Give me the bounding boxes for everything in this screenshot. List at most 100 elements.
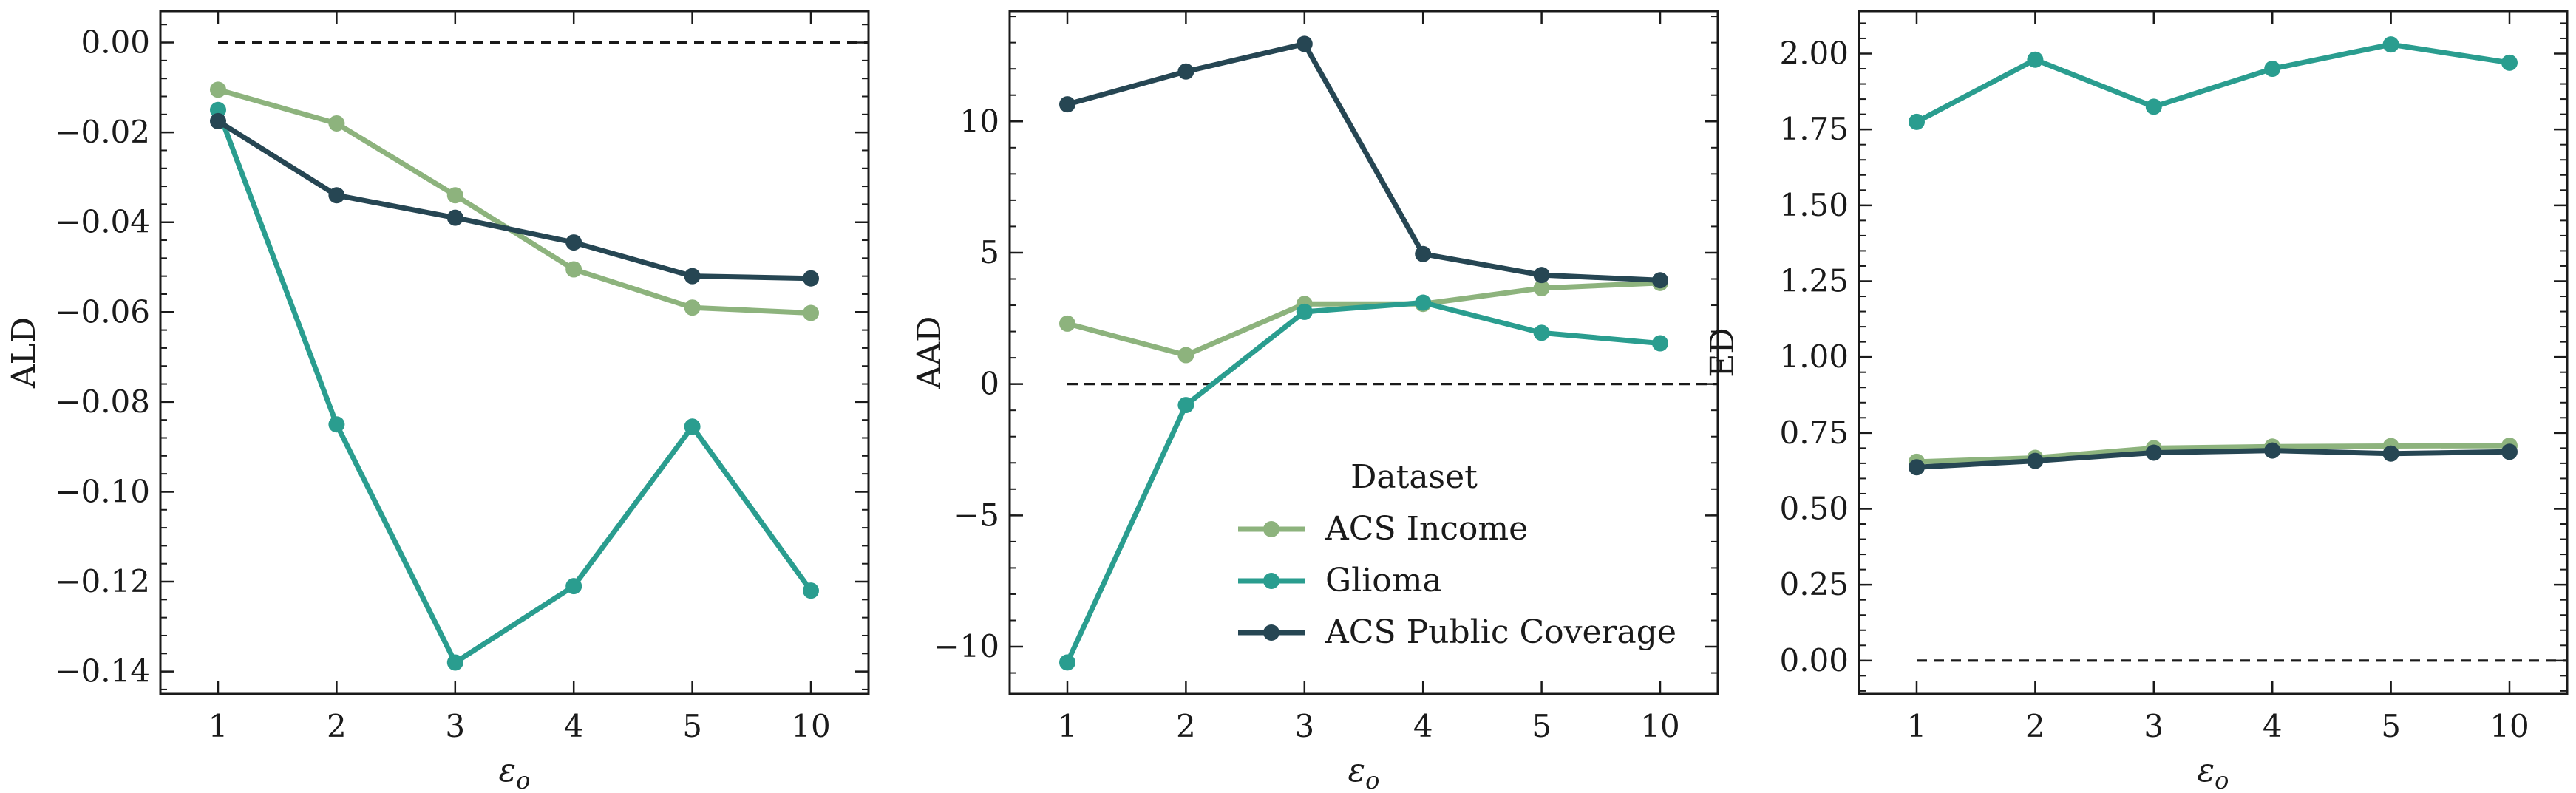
- data-point-s3-5: [684, 268, 701, 285]
- data-point-s3-5: [2382, 445, 2399, 462]
- data-point-s2-2: [328, 416, 345, 433]
- data-point-s3-1: [1059, 96, 1075, 113]
- data-point-s2-6: [803, 582, 819, 599]
- data-point-s3-4: [565, 234, 582, 251]
- y-tick-label: −0.14: [55, 653, 150, 690]
- x-tick-label: 2: [1176, 708, 1196, 744]
- x-tick-label: 4: [564, 708, 584, 744]
- x-axis-label-subscript: o: [516, 766, 530, 793]
- x-tick-label: 5: [682, 708, 702, 744]
- data-point-s2-6: [2501, 54, 2518, 71]
- y-tick-label: 0.75: [1779, 415, 1849, 451]
- data-point-s3-3: [446, 209, 463, 226]
- y-tick-label: 5: [979, 234, 999, 270]
- data-point-s3-2: [1177, 63, 1194, 80]
- legend-swatch-marker: [1263, 624, 1279, 641]
- series-line-3: [1914, 448, 2512, 470]
- y-tick-label: 0.00: [1779, 642, 1849, 678]
- x-tick-label: 10: [1640, 708, 1679, 744]
- legend-title: Dataset: [1350, 458, 1478, 496]
- x-tick-label: 1: [1058, 708, 1078, 744]
- x-tick-label: 5: [1532, 708, 1552, 744]
- data-point-s1-1: [1059, 315, 1075, 332]
- y-tick-label: −0.06: [55, 293, 150, 330]
- data-point-s2-4: [565, 578, 582, 595]
- series-line-1: [1064, 280, 1663, 358]
- x-axis-label-subscript: o: [1365, 766, 1379, 793]
- data-point-s3-2: [2027, 452, 2044, 469]
- data-point-s2-4: [1415, 294, 1432, 311]
- data-point-s1-3: [446, 187, 463, 204]
- series-line-2: [1914, 41, 2512, 125]
- data-point-s2-1: [1909, 113, 1925, 130]
- y-tick-label: −0.10: [55, 473, 150, 509]
- y-axis-label: ED: [1704, 327, 1741, 377]
- x-axis-label-subscript: o: [2215, 766, 2229, 793]
- x-tick-label: 2: [327, 708, 347, 744]
- legend-swatch-marker: [1263, 521, 1279, 537]
- data-point-s2-3: [446, 654, 463, 671]
- y-tick-label: 1.50: [1779, 187, 1849, 223]
- x-axis-label: εo: [1348, 752, 1380, 793]
- y-tick-label: −10: [934, 628, 999, 664]
- x-axis-label-main: ε: [499, 752, 517, 789]
- data-point-s3-3: [1296, 35, 1313, 52]
- x-tick-label: 10: [2490, 708, 2529, 744]
- x-tick-label: 3: [2144, 708, 2164, 744]
- x-tick-label: 4: [1413, 708, 1433, 744]
- data-point-s1-6: [803, 304, 819, 321]
- y-tick-label: 1.00: [1779, 338, 1849, 375]
- plot-frame: [1858, 10, 2569, 695]
- data-point-s3-6: [2501, 443, 2518, 460]
- data-point-s3-1: [1909, 459, 1925, 476]
- y-tick-label: 1.75: [1779, 111, 1849, 147]
- series-line-3: [215, 118, 814, 282]
- series-line-1: [215, 86, 814, 316]
- legend: Dataset ACS Income Glioma ACS Public Covera…: [1238, 458, 1676, 651]
- x-tick-label: 4: [2263, 708, 2283, 744]
- data-point-s3-1: [210, 112, 226, 129]
- x-tick-label: 10: [791, 708, 830, 744]
- series-line-1: [1914, 443, 2512, 465]
- data-point-s2-2: [1177, 397, 1194, 414]
- data-point-s2-6: [1652, 335, 1668, 352]
- data-point-s1-2: [1177, 347, 1194, 364]
- data-point-s2-3: [1296, 303, 1313, 320]
- data-point-s3-5: [1533, 267, 1550, 284]
- x-tick-label: 2: [2025, 708, 2045, 744]
- data-point-s3-4: [1415, 245, 1432, 262]
- data-point-s3-6: [1652, 272, 1668, 289]
- y-tick-label: −0.12: [55, 563, 150, 599]
- y-tick-label: 0.25: [1779, 566, 1849, 602]
- y-tick-label: 10: [960, 103, 999, 139]
- y-tick-label: 2.00: [1779, 35, 1849, 71]
- data-point-s3-2: [328, 187, 345, 204]
- data-point-s2-5: [1533, 324, 1550, 341]
- data-point-s2-1: [210, 101, 226, 118]
- chart-panel-1: 1 2 3 4 5 10 0.00 −0.02 −0.04 −0.06 −0.08 −0.10 −0.1…: [5, 10, 870, 793]
- data-point-s1-4: [565, 261, 582, 278]
- y-tick-label: −5: [954, 497, 999, 533]
- data-point-s2-5: [684, 418, 701, 435]
- data-point-s3-4: [2264, 442, 2281, 459]
- x-tick-label: 3: [445, 708, 465, 744]
- legend-swatch-marker: [1263, 573, 1279, 589]
- plot-frame: [1008, 10, 1719, 695]
- data-point-s2-5: [2382, 36, 2399, 53]
- y-tick-label: −0.02: [55, 114, 150, 150]
- x-axis-label-main: ε: [2198, 752, 2215, 789]
- y-tick-label: −0.04: [55, 204, 150, 240]
- x-tick-label: 1: [208, 708, 228, 744]
- x-axis-label: εo: [2198, 752, 2229, 793]
- series-line-2: [1064, 299, 1663, 665]
- plot-frame: [159, 10, 870, 695]
- y-axis-label: AAD: [911, 316, 948, 390]
- chart-panel-2: 1 2 3 4 5 10 10 5 0 −5 −10 AAD εo Dataset ACS Income Gl…: [911, 10, 1719, 793]
- data-point-s2-1: [1059, 654, 1075, 671]
- x-tick-label: 3: [1294, 708, 1314, 744]
- data-point-s3-6: [803, 270, 819, 287]
- legend-label: Glioma: [1325, 562, 1442, 599]
- y-tick-label: 1.25: [1779, 262, 1849, 299]
- series-line-2: [215, 107, 814, 665]
